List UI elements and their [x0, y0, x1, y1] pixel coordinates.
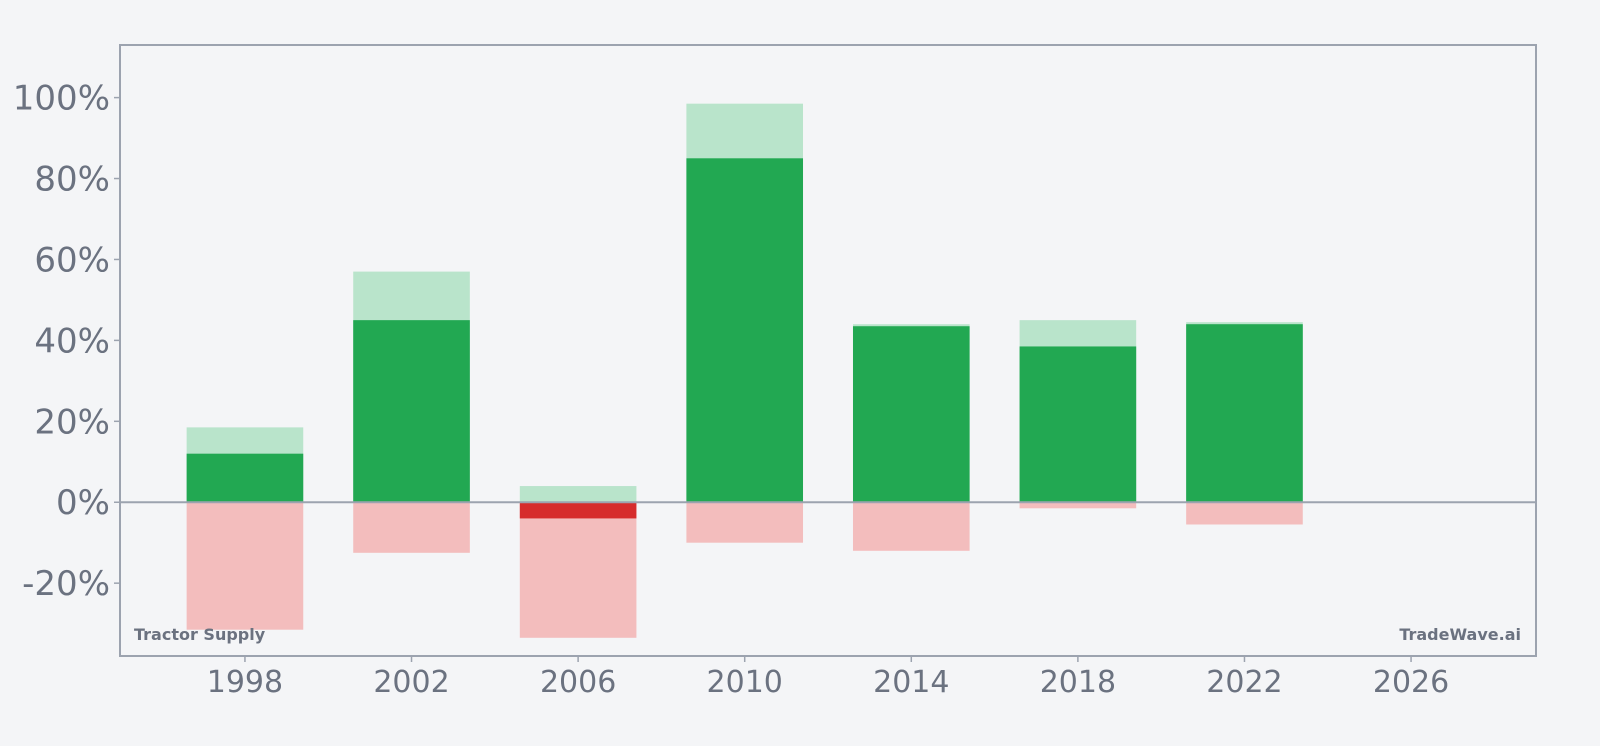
- bar-range-low-2006: [519, 502, 637, 638]
- bar-close-2022: [1186, 324, 1303, 503]
- bars-layer: [186, 103, 1303, 638]
- x-tick-label: 2014: [873, 665, 949, 700]
- plot-frame: [119, 44, 1537, 657]
- bar-close-2010: [686, 158, 804, 503]
- bar-close-2006: [519, 502, 637, 519]
- watermark-right: TradeWave.ai: [1399, 625, 1521, 644]
- bar-range-low-2002: [353, 502, 470, 553]
- x-tick-label: 2026: [1373, 665, 1449, 700]
- bar-range-low-1998: [186, 502, 304, 630]
- x-tick-label: 2010: [707, 665, 783, 700]
- y-tick-label: 80%: [34, 160, 110, 200]
- y-tick-label: 20%: [34, 402, 110, 442]
- x-tick-label: 2018: [1040, 665, 1116, 700]
- bar-range-low-2022: [1186, 502, 1303, 525]
- y-tick-label: 40%: [34, 321, 110, 361]
- x-tick-label: 1998: [207, 665, 283, 700]
- bar-range-high-2006: [519, 486, 637, 503]
- bar-close-2014: [852, 326, 970, 503]
- y-tick-label: -20%: [22, 564, 110, 604]
- bar-range-low-2014: [852, 502, 970, 551]
- x-tick-label: 2006: [540, 665, 616, 700]
- bar-range-low-2010: [686, 502, 804, 543]
- x-tick-label: 2022: [1206, 665, 1282, 700]
- y-tick-label: 100%: [13, 79, 110, 119]
- x-tick-label: 2002: [373, 665, 449, 700]
- bar-close-1998: [186, 453, 304, 503]
- watermark-left: Tractor Supply: [134, 625, 266, 644]
- bar-range-low-2018: [1019, 502, 1137, 509]
- bar-close-2018: [1019, 346, 1137, 503]
- y-tick-label: 0%: [56, 483, 110, 523]
- x-axis: 1998 2002 2006 2010 2014 2018 2022 2026: [207, 656, 1449, 700]
- bar-close-2002: [353, 320, 470, 503]
- y-axis: -20% 0% 20% 40% 60% 80% 100%: [13, 79, 120, 604]
- y-tick-label: 60%: [34, 240, 110, 280]
